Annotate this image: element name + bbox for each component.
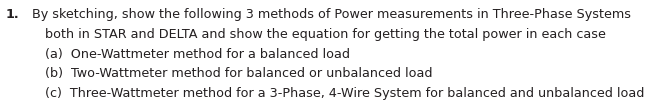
Text: 1.: 1. [5, 8, 19, 21]
Text: both in STAR and DELTA and show the equation for getting the total power in each: both in STAR and DELTA and show the equa… [45, 28, 606, 40]
Text: (c)  Three-Wattmeter method for a 3-Phase, 4-Wire System for balanced and unbala: (c) Three-Wattmeter method for a 3-Phase… [45, 87, 644, 100]
Text: (a)  One-Wattmeter method for a balanced load: (a) One-Wattmeter method for a balanced … [45, 48, 350, 60]
Text: By sketching, show the following 3 methods of Power measurements in Three-Phase : By sketching, show the following 3 metho… [32, 8, 631, 21]
Text: (b)  Two-Wattmeter method for balanced or unbalanced load: (b) Two-Wattmeter method for balanced or… [45, 68, 432, 80]
